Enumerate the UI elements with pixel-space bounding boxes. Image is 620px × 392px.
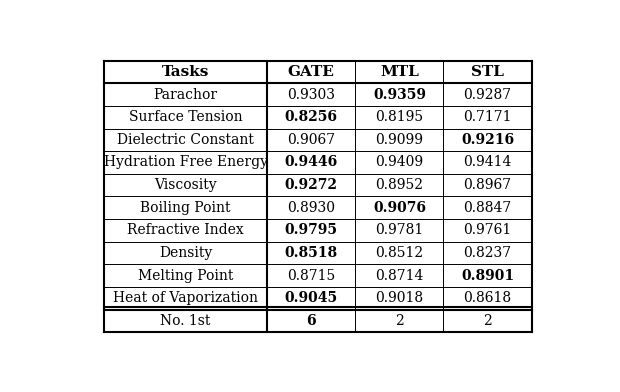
- Text: 0.8237: 0.8237: [464, 246, 511, 260]
- Text: Surface Tension: Surface Tension: [129, 110, 242, 124]
- Text: 0.8195: 0.8195: [375, 110, 423, 124]
- Text: 0.7171: 0.7171: [463, 110, 511, 124]
- Text: MTL: MTL: [380, 65, 419, 79]
- Text: 0.9781: 0.9781: [375, 223, 423, 238]
- Text: 0.8901: 0.8901: [461, 269, 514, 283]
- Text: 0.9099: 0.9099: [376, 133, 423, 147]
- Text: 0.9287: 0.9287: [464, 87, 511, 102]
- Text: 0.8518: 0.8518: [285, 246, 338, 260]
- Text: 6: 6: [306, 314, 316, 328]
- Text: Refractive Index: Refractive Index: [127, 223, 244, 238]
- Text: 0.9446: 0.9446: [285, 156, 338, 169]
- Text: GATE: GATE: [288, 65, 335, 79]
- Text: Melting Point: Melting Point: [138, 269, 233, 283]
- Text: 0.9272: 0.9272: [285, 178, 338, 192]
- Text: 0.8714: 0.8714: [375, 269, 423, 283]
- Text: Parachor: Parachor: [154, 87, 218, 102]
- Text: 0.9045: 0.9045: [285, 291, 338, 305]
- Text: 0.9795: 0.9795: [285, 223, 338, 238]
- Text: 0.9076: 0.9076: [373, 201, 426, 215]
- Text: 0.8618: 0.8618: [464, 291, 511, 305]
- Text: 0.9018: 0.9018: [375, 291, 423, 305]
- Text: 0.8847: 0.8847: [463, 201, 511, 215]
- Text: Density: Density: [159, 246, 212, 260]
- Text: Boiling Point: Boiling Point: [140, 201, 231, 215]
- Text: Heat of Vaporization: Heat of Vaporization: [113, 291, 258, 305]
- Text: 0.8930: 0.8930: [287, 201, 335, 215]
- Text: No. 1st: No. 1st: [161, 314, 211, 328]
- Text: 0.9409: 0.9409: [375, 156, 423, 169]
- Text: Dielectric Constant: Dielectric Constant: [117, 133, 254, 147]
- Text: Tasks: Tasks: [162, 65, 210, 79]
- Text: 0.8512: 0.8512: [375, 246, 423, 260]
- Text: 0.8256: 0.8256: [285, 110, 338, 124]
- Text: STL: STL: [471, 65, 504, 79]
- Text: 0.9359: 0.9359: [373, 87, 426, 102]
- Text: 0.9303: 0.9303: [287, 87, 335, 102]
- Text: 2: 2: [483, 314, 492, 328]
- Text: 0.9761: 0.9761: [463, 223, 511, 238]
- Text: Hydration Free Energy: Hydration Free Energy: [104, 156, 268, 169]
- Text: Viscosity: Viscosity: [154, 178, 217, 192]
- Text: 0.9414: 0.9414: [463, 156, 511, 169]
- Text: 0.8715: 0.8715: [287, 269, 335, 283]
- Text: 2: 2: [395, 314, 404, 328]
- Text: 0.9067: 0.9067: [287, 133, 335, 147]
- Text: 0.8952: 0.8952: [376, 178, 423, 192]
- Text: 0.8967: 0.8967: [464, 178, 511, 192]
- Text: 0.9216: 0.9216: [461, 133, 514, 147]
